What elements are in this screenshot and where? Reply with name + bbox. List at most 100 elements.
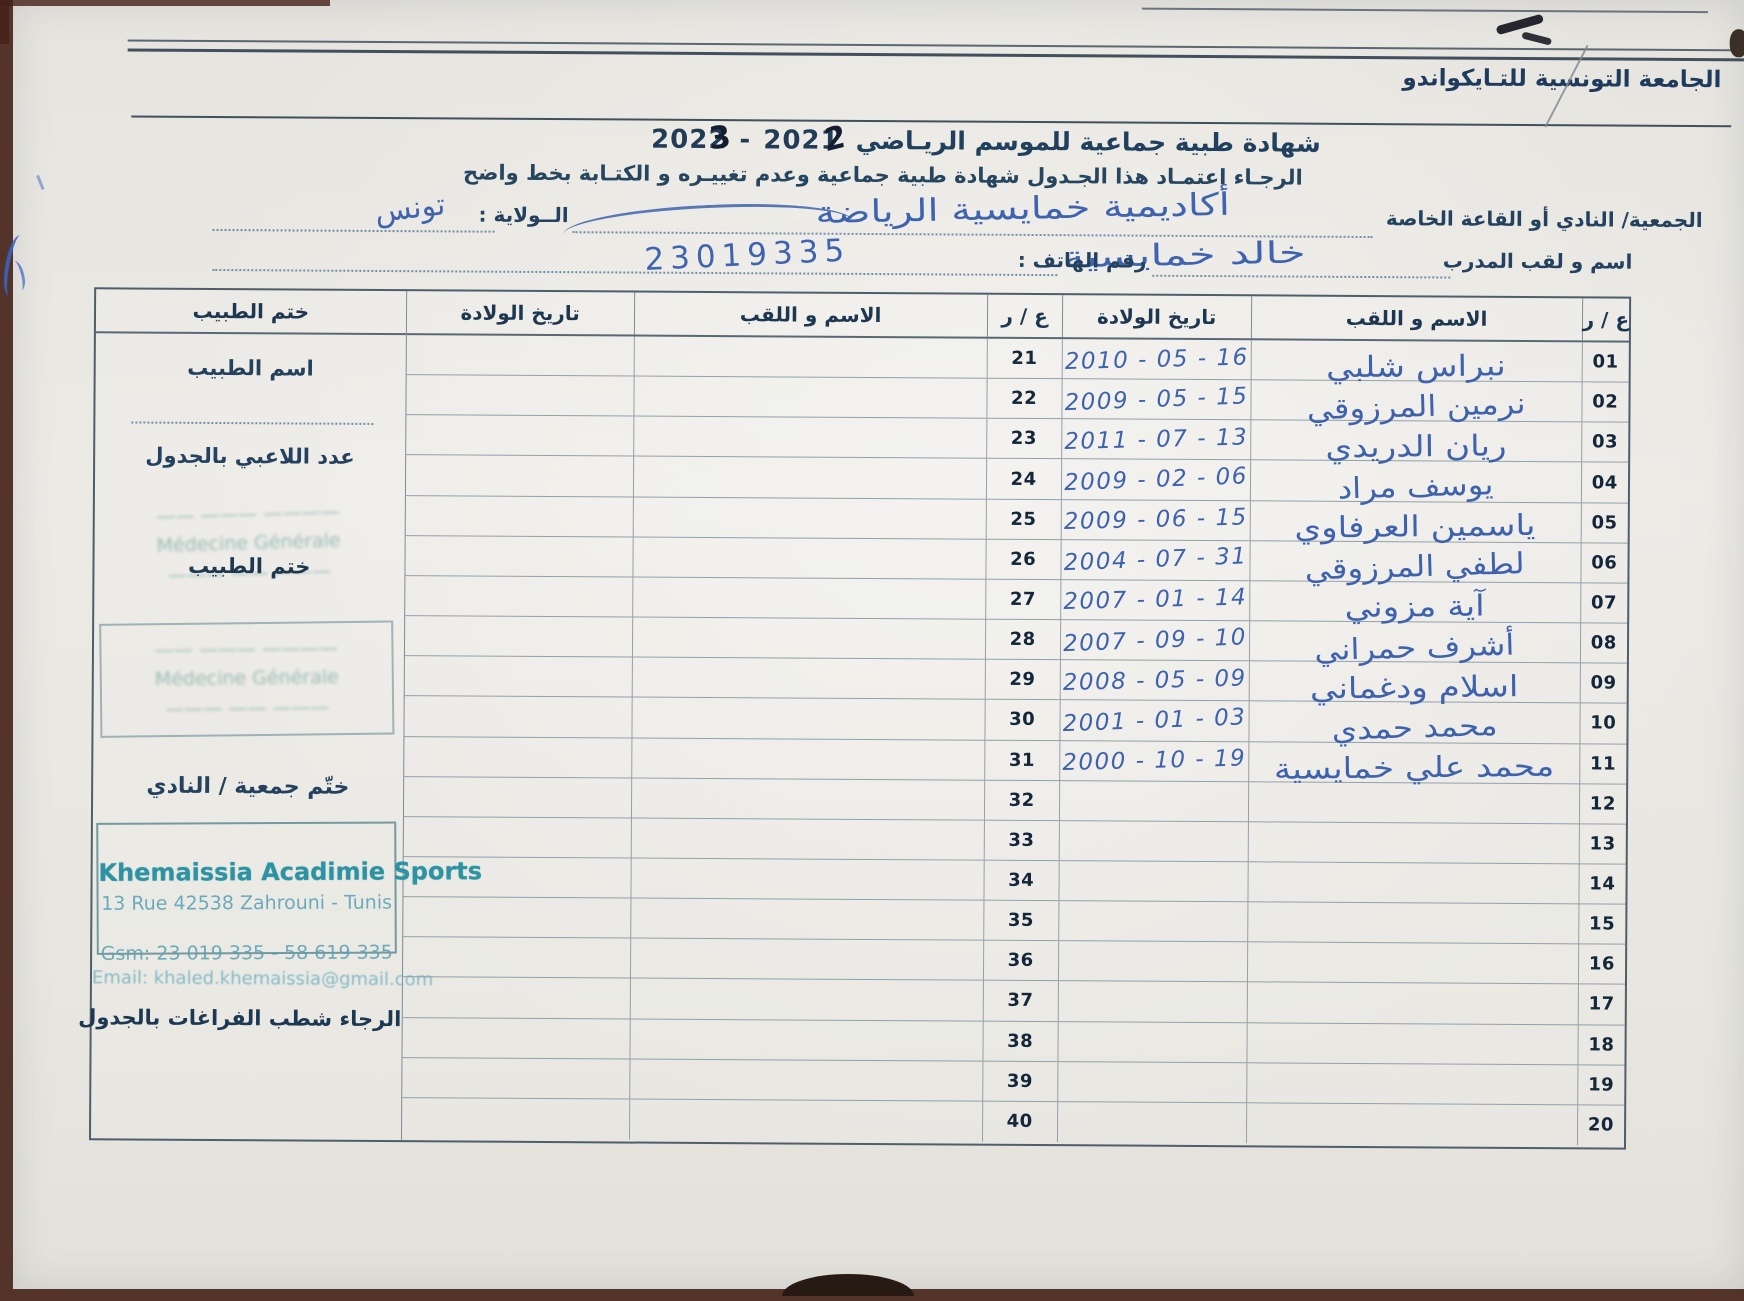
- left-name-cell: [628, 1099, 982, 1142]
- name-handwritten-value: لطفي المرزوقي: [1304, 546, 1526, 587]
- row-number: 10: [1579, 703, 1627, 745]
- federation-title: الجامعة التونسية للتـايكواندو: [1402, 65, 1722, 94]
- dob-cell: 2008 - 05 - 09: [1059, 660, 1249, 702]
- left-row-number: 26: [985, 539, 1061, 581]
- stamp-faint-line: Médecine Générale: [154, 666, 339, 691]
- table-header-row: تاريخ الولادة الاسم و اللقب ع / ر تاريخ …: [406, 291, 1630, 343]
- name-cell: [1247, 822, 1579, 865]
- left-name-cell: [632, 537, 986, 580]
- row-number: 02: [1580, 382, 1629, 423]
- name-cell: [1246, 1022, 1578, 1066]
- year-separator: -: [739, 125, 752, 156]
- left-row-number: 34: [983, 860, 1059, 902]
- left-name-cell: [631, 577, 986, 620]
- dob-handwritten-value: 2008 - 05 - 09: [1062, 665, 1247, 696]
- row-number: 07: [1579, 583, 1628, 624]
- table-row: 40 20: [402, 1098, 1625, 1146]
- dob-cell: [1057, 981, 1247, 1023]
- name-cell: محمد حمدي: [1248, 701, 1580, 747]
- instruction-line: الرجـاء اعتمـاد هذا الجـدول شهادة طبية ج…: [462, 160, 1303, 190]
- wilaya-dotted-line: [212, 228, 495, 233]
- stamp-faint-line: ——— —— ———: [164, 695, 330, 720]
- left-name-cell: [630, 858, 984, 901]
- dob-cell: [1056, 1101, 1246, 1144]
- left-dob-cell: [403, 776, 631, 819]
- dob-cell: [1058, 861, 1248, 903]
- left-dob-cell: [402, 977, 630, 1020]
- name-cell: اسلام ودغماني: [1248, 661, 1580, 705]
- row-number: 16: [1577, 944, 1626, 985]
- name-handwritten-value: محمد حمدي: [1330, 707, 1498, 747]
- dob-cell: 2007 - 09 - 10: [1059, 620, 1249, 662]
- season-year-right: 2021 2: [763, 118, 848, 160]
- dob-handwritten-value: 2009 - 02 - 06: [1063, 463, 1249, 497]
- left-row-number: 25: [985, 499, 1061, 540]
- corner-scribble-mark: [1521, 31, 1553, 46]
- row-number: 19: [1576, 1065, 1625, 1106]
- name-cell: محمد علي خمايسية: [1247, 741, 1580, 786]
- name-cell: نرمين المرزوقي: [1249, 380, 1582, 426]
- name-cell: [1245, 1062, 1578, 1106]
- club-stamp-address: 13 Rue 42538 Zahrouni - Tunis: [101, 891, 393, 915]
- dob-handwritten-value: 2009 - 06 - 15: [1063, 504, 1248, 536]
- year-left-overwrite: 3: [706, 118, 734, 158]
- dob-cell: 2007 - 01 - 14: [1059, 580, 1250, 622]
- corner-scribble-mark: [1495, 13, 1545, 36]
- dob-handwritten-value: 2011 - 07 - 13: [1063, 424, 1249, 455]
- left-dob-cell: [405, 495, 633, 538]
- dob-handwritten-value: 2004 - 07 - 31: [1062, 543, 1248, 577]
- edge-ink-blob: [1729, 29, 1744, 58]
- name-handwritten-value: آية مزوني: [1344, 588, 1486, 625]
- document-title: شهادة طبية جماعية للموسم الريـاضي: [855, 125, 1321, 158]
- header-double-rule-thick: [127, 48, 1744, 61]
- name-handwritten-value: ريان الدريدي: [1325, 428, 1507, 465]
- name-cell: [1245, 1103, 1577, 1146]
- dob-handwritten-value: 2000 - 10 - 19: [1061, 745, 1247, 777]
- name-handwritten-value: نرمين المرزوقي: [1306, 385, 1526, 427]
- header-num-right: ع / ر: [1581, 298, 1630, 341]
- left-dob-cell: [404, 576, 633, 618]
- season-years: 2022 3 - 2021 2: [651, 118, 848, 160]
- row-number: 15: [1577, 904, 1626, 945]
- name-cell: نبراس شلبي: [1250, 340, 1582, 384]
- row-number: 09: [1579, 663, 1627, 704]
- left-dob-cell: [404, 696, 632, 739]
- row-number: 18: [1577, 1024, 1625, 1066]
- dob-cell: [1057, 1021, 1247, 1063]
- year-right-overwrite: 2: [822, 118, 849, 160]
- scanned-paper: [13, 0, 1744, 1289]
- row-number: 12: [1578, 783, 1627, 825]
- club-stamp-email: Email: khaled.khemaissia@gmail.com: [91, 967, 434, 991]
- dob-handwritten-value: 2010 - 05 - 16: [1064, 343, 1249, 375]
- left-dob-cell: [401, 1057, 630, 1100]
- name-handwritten-value: أشرف حمراني: [1314, 627, 1516, 667]
- dob-cell: 2009 - 05 - 15: [1060, 379, 1251, 421]
- row-number: 03: [1580, 422, 1629, 464]
- left-name-cell: [632, 456, 986, 500]
- club-stamp-imprint: Khemaissia Acadimie Sports 13 Rue 42538 …: [96, 821, 482, 965]
- left-dob-cell: [406, 375, 634, 417]
- left-name-cell: [629, 898, 984, 941]
- left-name-cell: [633, 376, 987, 419]
- left-row-number: 23: [985, 418, 1061, 460]
- doctor-stamp-column: ختم الطبيب اسم الطبيب عدد اللاعبي بالجدو…: [78, 289, 482, 1141]
- doctor-name-dotted-line: [131, 421, 374, 425]
- left-dob-cell: [402, 1098, 629, 1140]
- left-dob-cell: [403, 736, 632, 779]
- dob-cell: 2011 - 07 - 13: [1060, 419, 1250, 461]
- dob-handwritten-value: 2009 - 05 - 15: [1063, 383, 1249, 416]
- left-row-number: 22: [985, 378, 1062, 420]
- row-number: 05: [1580, 502, 1628, 544]
- dob-cell: [1056, 1061, 1247, 1104]
- left-dob-cell: [406, 335, 634, 377]
- dob-cell: 2009 - 06 - 15: [1060, 499, 1250, 542]
- table-body: 21 2010 - 05 - 16 نبراس شلبي 01 22 2009 …: [401, 335, 1629, 1146]
- header-num-left: ع / ر: [986, 294, 1062, 338]
- wilaya-handwritten-value: تونس: [372, 187, 447, 231]
- left-dob-cell: [404, 656, 632, 698]
- left-row-number: 40: [981, 1101, 1057, 1143]
- name-handwritten-value: يوسف مراد: [1337, 467, 1494, 506]
- header-dob-left: تاريخ الولادة: [460, 300, 580, 326]
- left-row-number: 38: [982, 1021, 1058, 1062]
